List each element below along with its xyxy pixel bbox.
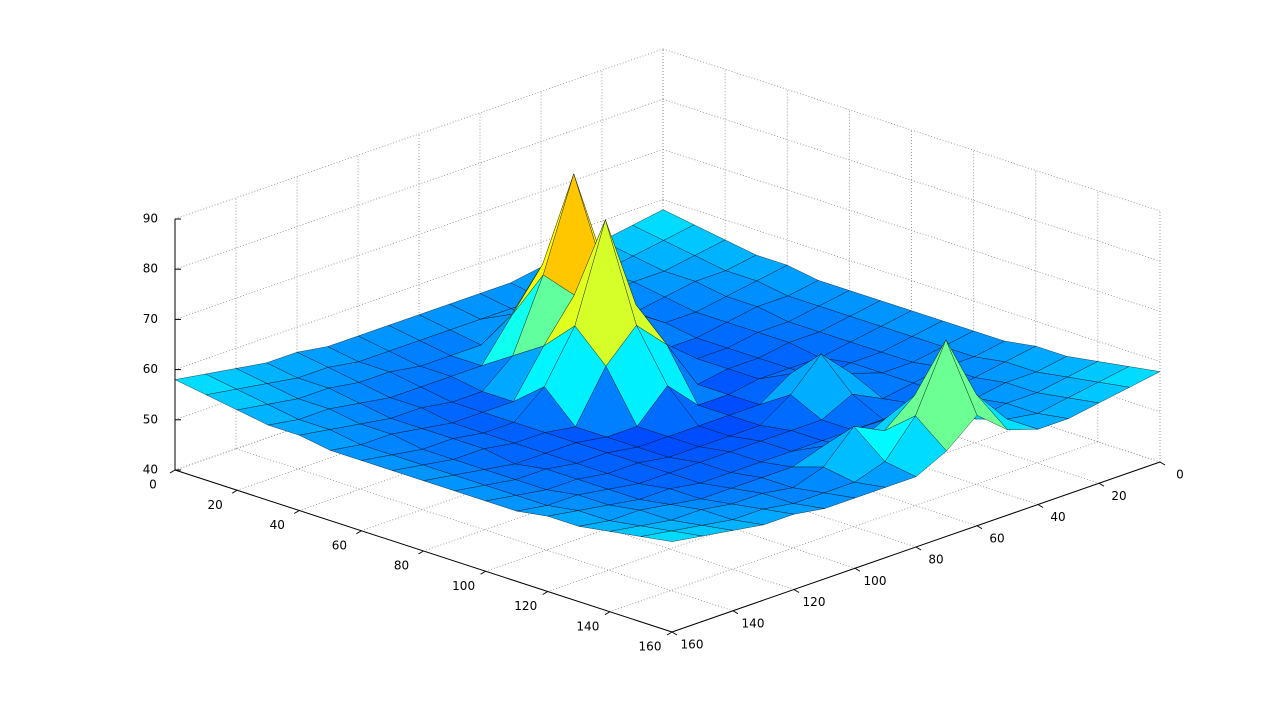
y-tick-label: 80 — [928, 553, 943, 567]
y-tick-label: 0 — [1176, 468, 1184, 482]
grid-line — [662, 149, 1161, 312]
x-tick-label: 120 — [514, 599, 537, 613]
x-tick-label: 60 — [332, 538, 347, 552]
x-tick-label: 20 — [207, 498, 222, 512]
x-tick-label: 40 — [270, 518, 285, 532]
y-tick-label: 60 — [989, 531, 1004, 545]
grid-line — [662, 98, 1161, 262]
z-tick-label: 50 — [143, 412, 158, 426]
grid-line — [174, 149, 664, 320]
grid-line — [609, 441, 1099, 613]
tick-mark — [854, 567, 861, 572]
surface-patch — [640, 530, 703, 542]
tick-mark — [418, 550, 424, 555]
grid-line — [662, 199, 1161, 362]
y-tick-label: 120 — [803, 595, 826, 609]
grid-line — [174, 48, 664, 220]
tick-mark — [915, 546, 922, 551]
tick-mark — [293, 510, 300, 514]
y-tick-label: 140 — [742, 616, 765, 630]
z-tick-label: 90 — [143, 212, 158, 226]
grid-line — [174, 199, 664, 370]
tick-mark — [604, 611, 611, 616]
grid-line — [662, 48, 1161, 212]
z-tick-label: 80 — [143, 262, 158, 276]
y-tick-label: 40 — [1050, 510, 1065, 524]
tick-mark — [666, 631, 673, 636]
x-tick-label: 80 — [394, 559, 409, 573]
tick-mark — [1159, 461, 1166, 466]
grid-line — [174, 98, 664, 270]
tick-mark — [1098, 482, 1105, 487]
x-tick-label: 160 — [639, 640, 662, 654]
tick-mark — [671, 631, 678, 636]
grid-line — [235, 448, 734, 612]
tick-mark — [976, 525, 983, 530]
z-tick-label: 60 — [143, 362, 158, 376]
z-tick-label: 70 — [143, 312, 158, 326]
z-tick-label: 40 — [143, 463, 158, 477]
tick-mark — [231, 489, 238, 494]
tick-mark — [480, 570, 486, 575]
tick-mark — [542, 591, 549, 595]
tick-mark — [356, 530, 362, 535]
x-tick-label: 140 — [576, 619, 599, 633]
y-tick-label: 160 — [681, 638, 704, 652]
tick-mark — [793, 589, 800, 593]
tick-mark — [169, 469, 176, 474]
tick-mark — [1037, 504, 1044, 508]
y-tick-label: 20 — [1111, 489, 1126, 503]
x-tick-label: 100 — [452, 579, 475, 593]
tick-mark — [732, 610, 739, 615]
x-tick-label: 0 — [149, 478, 157, 492]
y-tick-label: 100 — [864, 574, 887, 588]
